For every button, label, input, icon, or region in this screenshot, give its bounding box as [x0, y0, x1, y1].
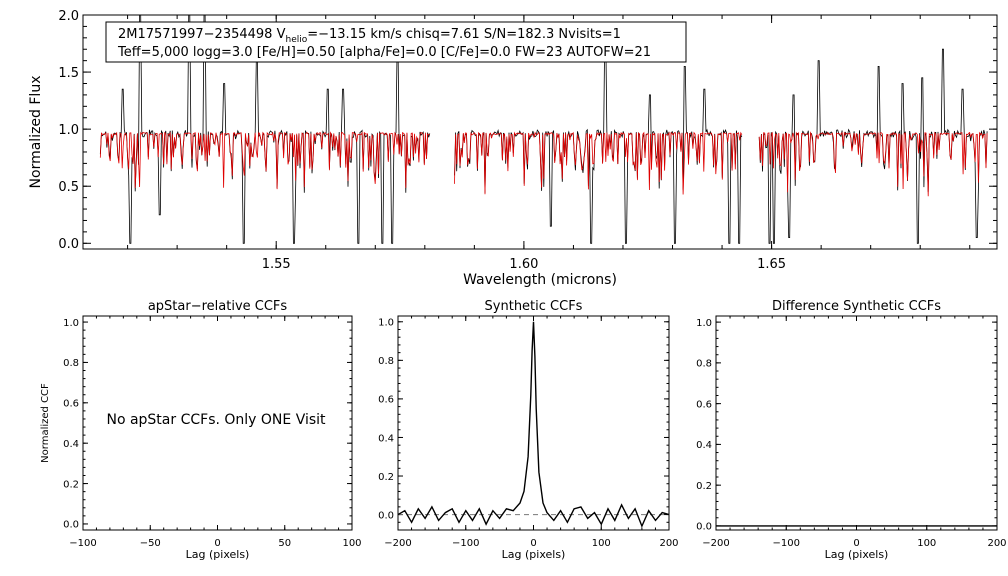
difference-ccf-panel: −200 −100 0 100 200 0.0 0.2 0.4 0.6 0.8 1.0 Differe…: [696, 299, 1006, 561]
model-spectrum-line: [758, 131, 988, 197]
apstar_ccf-title: apStar−relative CCFs: [148, 299, 288, 314]
x-tick-label: −100: [452, 538, 479, 549]
x-tick-label: 0: [530, 538, 536, 549]
y-tick-label: 0.4: [696, 440, 712, 451]
x-tick-label: 200: [659, 538, 678, 549]
spectrum-x-axis-label: Wavelength (microns): [463, 272, 617, 288]
spectrum-frame: [82, 14, 998, 250]
synthetic-ccf-line: [397, 321, 670, 528]
y-tick-label: 0.0: [696, 522, 712, 533]
y-tick-label: 0.2: [63, 479, 79, 490]
synthetic_ccf-x-axis-label: Lag (pixels): [502, 548, 566, 561]
spectrum-y-axis-label: Normalized Flux: [28, 76, 44, 189]
apstar-ccf-panel: −100 −50 0 50 100 0.0 0.2 0.4 0.6 0.8 1.0 apStar−re…: [40, 299, 362, 561]
x-tick-label: 0: [214, 538, 220, 549]
y-tick-label: 0.8: [63, 358, 79, 369]
x-tick-label: −50: [140, 538, 161, 549]
x-tick-label: −100: [773, 538, 800, 549]
x-tick-label: 1.65: [757, 257, 786, 272]
annotation-box: [105, 21, 687, 63]
y-tick-label: 1.0: [63, 318, 79, 329]
x-tick-label: 100: [342, 538, 361, 549]
annotation-line-1-post: =−13.15 km/s chisq=7.61 S/N=182.3 Nvisit…: [307, 27, 621, 42]
x-tick-label: −200: [384, 538, 411, 549]
y-tick-label: 0.4: [378, 433, 394, 444]
difference_ccf-frame: [715, 315, 998, 531]
x-tick-label: 50: [278, 538, 291, 549]
x-tick-label: 1.60: [509, 257, 538, 272]
no-ccf-message: No apStar CCFs. Only ONE Visit: [106, 412, 326, 428]
apstar_ccf-x-axis-label: Lag (pixels): [186, 548, 250, 561]
x-tick-label: 100: [917, 538, 936, 549]
y-tick-label: 1.0: [696, 318, 712, 329]
model-spectrum-line: [99, 131, 430, 190]
synthetic_ccf-title: Synthetic CCFs: [485, 299, 583, 314]
spectrum-annotation: 2M17571997−2354498 Vhelio=−13.15 km/s ch…: [105, 21, 687, 63]
y-tick-label: 0.5: [58, 180, 79, 195]
difference_ccf-title: Difference Synthetic CCFs: [772, 299, 941, 314]
synthetic_ccf-frame: [397, 315, 670, 531]
synthetic-ccf-panel: −200 −100 0 100 200 0.0 0.2 0.4 0.6 0.8 1.0 Synthet…: [378, 299, 678, 561]
y-tick-label: 0.6: [696, 399, 712, 410]
y-tick-label: 0.4: [63, 439, 79, 450]
y-tick-label: 1.5: [58, 66, 79, 81]
observed-spectrum-line: [758, 48, 988, 244]
annotation-line-1-pre: 2M17571997−2354498 V: [118, 27, 286, 42]
annotation-line-2: Teff=5,000 logg=3.0 [Fe/H]=0.50 [alpha/F…: [117, 45, 651, 60]
x-tick-label: −100: [69, 538, 96, 549]
y-tick-label: 0.6: [63, 399, 79, 410]
annotation-line-1-sub: helio: [285, 35, 307, 45]
y-tick-label: 0.8: [378, 356, 394, 367]
y-tick-label: 0.0: [58, 237, 79, 252]
y-tick-label: 0.8: [696, 359, 712, 370]
annotation-line-1: 2M17571997−2354498 Vhelio=−13.15 km/s ch…: [118, 27, 621, 45]
spectrum-panel: 1.55 1.60 1.65 0.0 0.5 1.0 1.5 2.0 Wavelength (m…: [28, 9, 998, 288]
y-tick-label: 2.0: [58, 9, 79, 24]
model-spectrum-line: [454, 131, 743, 195]
x-tick-label: 200: [987, 538, 1006, 549]
apstar_ccf-y-axis-label: Normalized CCF: [40, 383, 51, 463]
y-tick-label: 0.0: [378, 510, 394, 521]
y-tick-label: 1.0: [378, 318, 394, 329]
x-tick-label: 0: [853, 538, 859, 549]
y-tick-label: 1.0: [58, 123, 79, 138]
difference_ccf-x-axis-label: Lag (pixels): [825, 548, 889, 561]
x-tick-label: 100: [592, 538, 611, 549]
x-tick-label: −200: [702, 538, 729, 549]
x-tick-label: 1.55: [262, 257, 291, 272]
y-tick-label: 0.2: [378, 472, 394, 483]
y-tick-label: 0.0: [63, 520, 79, 531]
y-tick-label: 0.6: [378, 395, 394, 406]
y-tick-label: 0.2: [696, 481, 712, 492]
